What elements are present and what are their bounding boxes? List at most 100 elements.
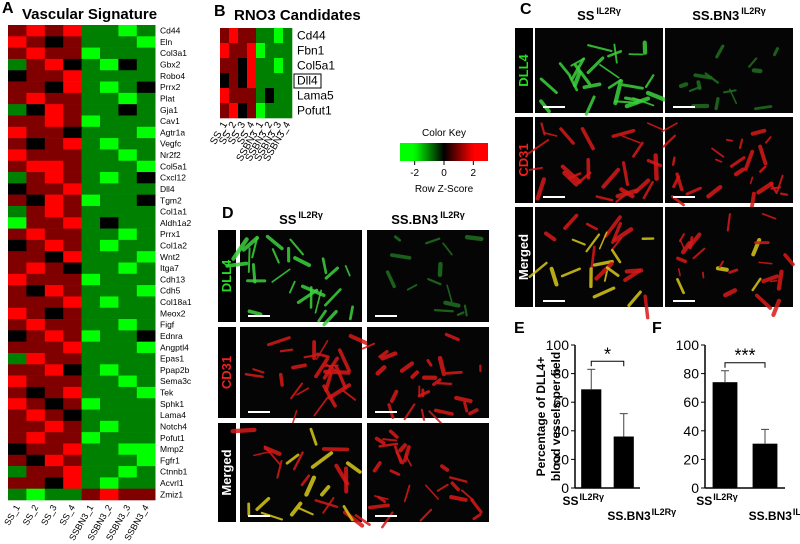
micrograph-streak [440, 464, 450, 472]
heatmap-cell [8, 352, 27, 365]
heatmap-cell [44, 172, 64, 184]
heatmap-cell [81, 307, 101, 320]
heatmap-cell [81, 296, 101, 309]
heatmap-cell [81, 454, 101, 467]
heatmap-cell [63, 70, 82, 82]
heatmap-cell [8, 228, 27, 241]
heatmap-cell [8, 160, 27, 173]
sample-label: SS_1 [2, 503, 22, 527]
heatmap-cell [118, 409, 138, 422]
heatmap-cell [44, 352, 64, 365]
micrograph-streak [718, 260, 724, 269]
row-strip [515, 207, 533, 307]
micrograph-streak [267, 336, 291, 347]
micrograph-streak [314, 499, 339, 509]
gene-label: Cd44 [160, 26, 181, 36]
heatmap-cell [220, 88, 230, 104]
micrograph-streak [582, 82, 602, 90]
micrograph-streak [247, 247, 251, 273]
heatmap-cell [63, 420, 82, 433]
micrograph-streak [632, 141, 644, 158]
heatmap-cell [63, 36, 82, 48]
micrograph-streak [728, 88, 738, 105]
micrograph-streak [601, 167, 621, 189]
heatmap-cell [118, 319, 138, 331]
heatmap-cell [100, 466, 119, 478]
heatmap-cell [238, 43, 248, 59]
micrograph-streak [624, 268, 644, 274]
gene-label: Ppap2b [160, 365, 190, 375]
micrograph-streak [528, 261, 548, 278]
x-tick-label: SS.BN3IL2Rγ [607, 507, 676, 523]
micrograph-streak [733, 167, 746, 177]
heatmap-cell [44, 386, 64, 399]
heatmap-cell [136, 251, 156, 263]
heatmap-cell [26, 364, 46, 376]
heatmap-cell [229, 43, 239, 59]
heatmap-cell [100, 217, 119, 229]
heatmap-cell [118, 251, 138, 263]
heatmap-cell [136, 70, 156, 82]
heatmap-cell [8, 262, 27, 275]
micrograph-streak [612, 227, 634, 243]
heatmap-cell [265, 58, 275, 74]
heatmap-cell [118, 273, 138, 286]
heatmap-cell [136, 47, 156, 60]
micrograph-streak [322, 356, 339, 380]
micrograph-streak [527, 139, 550, 155]
row-label: Merged [219, 449, 234, 495]
heatmap-cell [100, 228, 119, 241]
heatmap-cell [44, 92, 64, 105]
gene-label: Zmiz1 [160, 489, 183, 499]
micrograph-streak [442, 242, 453, 256]
heatmap-cell [8, 183, 27, 195]
heatmap-cell [220, 73, 230, 89]
heatmap-cell [220, 103, 230, 119]
micrograph-streak [402, 445, 411, 463]
micrograph-streak [251, 263, 257, 284]
significance: *** [734, 346, 755, 366]
micrograph-streak [653, 153, 659, 182]
heatmap-cell [118, 443, 138, 456]
micrograph-streak [765, 136, 772, 144]
heatmap-cell [26, 228, 46, 241]
gene-label: Cdh13 [160, 274, 185, 284]
y-tick-label: 100 [676, 337, 700, 353]
heatmap-cell [274, 58, 284, 74]
micrograph-streak [315, 340, 329, 360]
heatmap-cell [100, 47, 119, 60]
heatmap-cell [118, 194, 138, 207]
micrograph-streak [563, 213, 579, 231]
heatmap-cell [26, 330, 46, 342]
significance: * [604, 344, 611, 364]
heatmap-cell [63, 115, 82, 128]
micrograph-streak [419, 508, 433, 522]
y-axis-label: blood vessels per field [549, 352, 563, 481]
micrograph-streak [715, 158, 723, 163]
heatmap-cell [8, 319, 27, 331]
micrograph-streak [300, 474, 311, 487]
y-tick-label: 100 [546, 337, 570, 353]
panel-label: C [520, 1, 532, 18]
micrograph-streak [404, 453, 413, 467]
heatmap-cell [118, 420, 138, 433]
y-tick-label: 0 [691, 480, 699, 496]
heatmap-cell [100, 36, 119, 48]
micrograph-streak [540, 122, 546, 136]
micrograph-streak [634, 178, 651, 194]
heatmap-cell [26, 307, 46, 320]
heatmap-cell [8, 398, 27, 410]
heatmap-cell [247, 88, 257, 104]
heatmap-cell [136, 160, 156, 173]
gene-box [293, 73, 322, 89]
heatmap-cell [81, 319, 101, 331]
heatmap-cell [8, 149, 27, 162]
heatmap-cell [118, 138, 138, 150]
micrograph-streak [611, 129, 636, 138]
heatmap-cell [118, 330, 138, 342]
heatmap-cell [8, 205, 27, 218]
heatmap-cell [81, 273, 101, 286]
significance-bracket [724, 362, 766, 368]
heatmap-cell [8, 375, 27, 388]
